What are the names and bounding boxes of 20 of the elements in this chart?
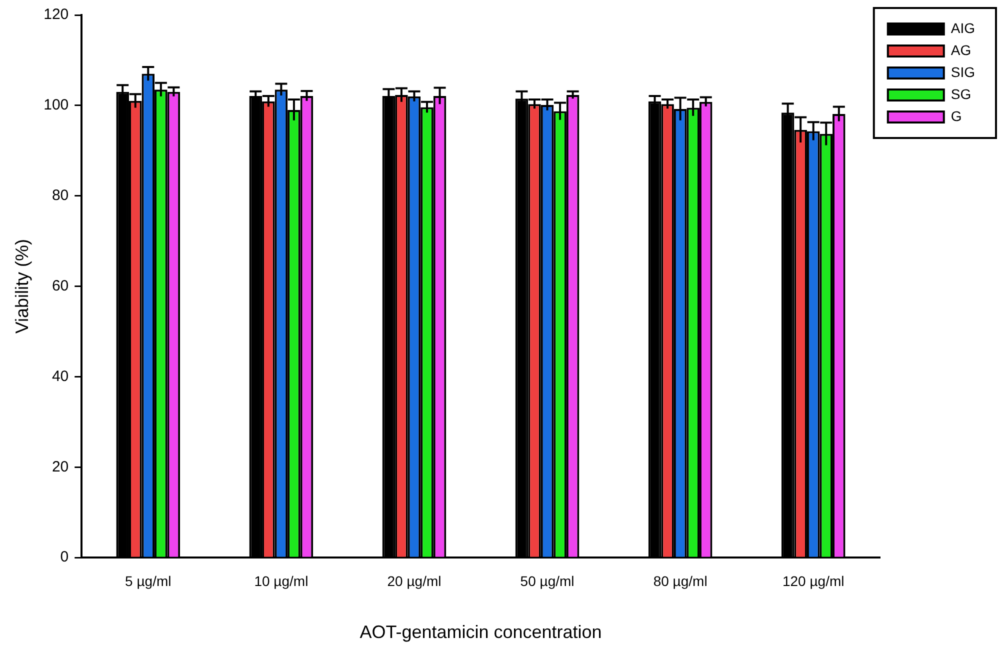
x-tick-label: 80 µg/ml	[653, 572, 708, 589]
legend-label: AIG	[950, 20, 976, 36]
y-tick-label: 120	[44, 6, 69, 24]
legend-label: SG	[950, 86, 972, 102]
legend-label: AG	[950, 42, 972, 58]
x-tick-label: 50 µg/ml	[520, 572, 574, 589]
y-tick-label: 40	[52, 368, 69, 385]
x-tick-label: 10 µg/ml	[254, 572, 308, 589]
legend-label: SIG	[950, 64, 976, 80]
legend-label: G	[950, 108, 962, 124]
x-tick-label: 20 µg/ml	[387, 572, 442, 589]
y-axis-title: Viability (%)	[12, 238, 32, 334]
y-tick-label: 20	[52, 458, 69, 476]
x-tick-label: 120 µg/ml	[782, 572, 844, 589]
y-tick-label: 60	[52, 277, 69, 294]
y-tick-label: 0	[60, 548, 69, 566]
y-tick-label: 80	[52, 187, 69, 204]
x-tick-label: 5 µg/ml	[125, 572, 172, 589]
x-axis-title: AOT-gentamicin concentration	[360, 622, 602, 642]
y-tick-label: 100	[44, 96, 69, 114]
